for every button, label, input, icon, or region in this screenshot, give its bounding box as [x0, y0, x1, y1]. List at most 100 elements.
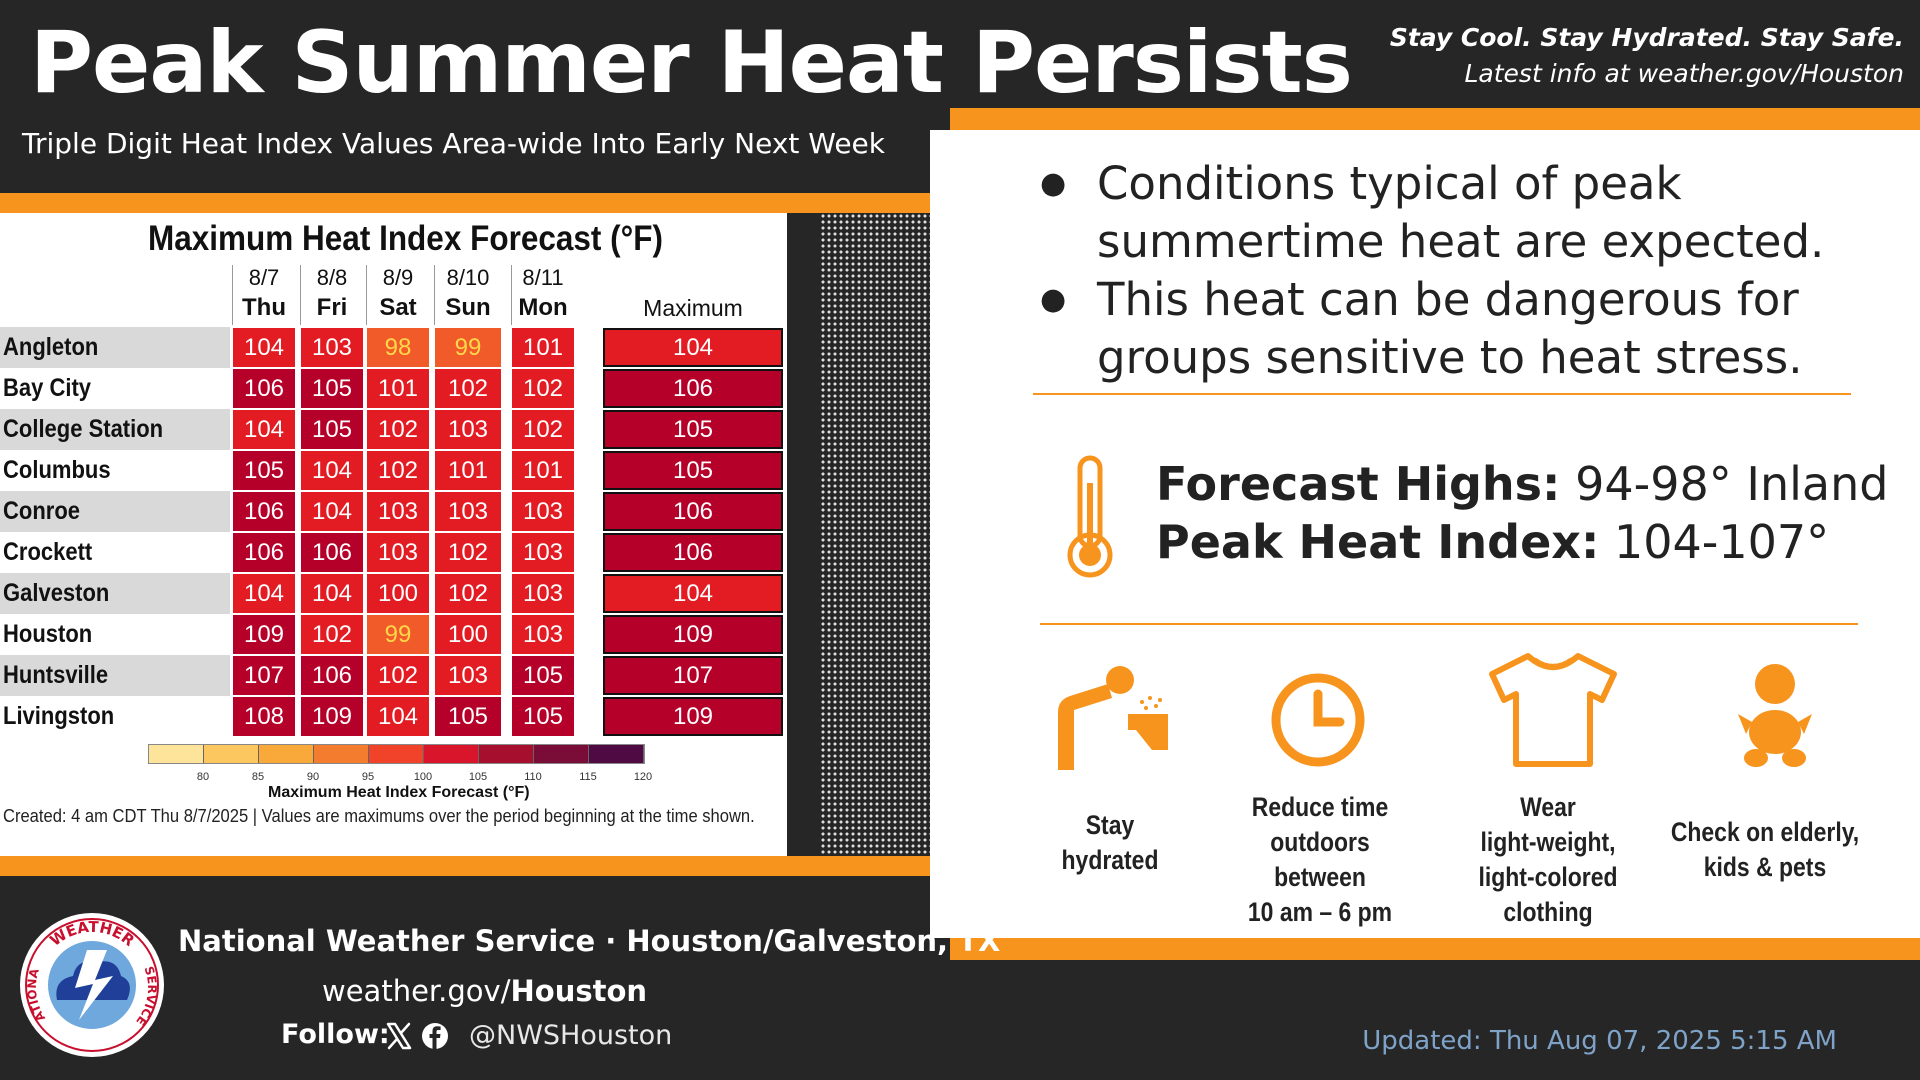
legend-swatch: [314, 745, 369, 763]
org-name: National Weather Service · Houston/Galve…: [178, 924, 1001, 958]
city-label: Galveston: [3, 579, 110, 607]
heat-index-cell: 104: [233, 574, 295, 613]
facebook-icon[interactable]: [421, 1022, 449, 1050]
social-handle[interactable]: @NWSHouston: [469, 1020, 673, 1051]
heat-index-cell: 103: [435, 410, 501, 449]
max-heat-index-cell: 104: [603, 574, 783, 613]
heat-index-cell: 103: [512, 574, 574, 613]
legend-tick: 120: [633, 771, 653, 783]
heat-index-cell: 101: [367, 369, 429, 408]
row-stripe: [0, 327, 230, 368]
heat-index-cell: 102: [367, 410, 429, 449]
heat-index-cell: 105: [512, 697, 574, 736]
heat-index-cell: 102: [301, 615, 363, 654]
heat-index-cell: 105: [301, 410, 363, 449]
heat-index-cell: 105: [512, 656, 574, 695]
legend-swatch: [534, 745, 589, 763]
legend-tick: 105: [468, 771, 488, 783]
orange-stripe: [0, 856, 930, 876]
website-prefix: weather.gov/: [322, 974, 511, 1008]
x-icon[interactable]: [385, 1022, 413, 1050]
heat-index-cell: 103: [512, 492, 574, 531]
city-label: Columbus: [3, 456, 111, 484]
heat-index-cell: 99: [435, 328, 501, 367]
max-heat-index-cell: 107: [603, 656, 783, 695]
city-label: Crockett: [3, 538, 93, 566]
tagline-link[interactable]: Latest info at weather.gov/Houston: [1464, 59, 1904, 88]
heat-index-cell: 106: [233, 492, 295, 531]
column-separator: [434, 265, 435, 325]
column-day: Fri: [316, 294, 348, 321]
heat-index-table: Maximum Heat Index Forecast (°F) Maximum…: [0, 213, 787, 856]
baby-icon: [1738, 664, 1812, 767]
forecast-summary: Forecast Highs: 94-98° Inland Peak Heat …: [1156, 455, 1888, 571]
bullet-item: Conditions typical of peak summertime he…: [1040, 155, 1860, 271]
heat-index-cell: 105: [435, 697, 501, 736]
legend-tick: 110: [524, 771, 542, 783]
column-day: Sun: [445, 294, 491, 321]
heat-index-cell: 106: [301, 656, 363, 695]
tip-line: Reduce time: [1251, 792, 1389, 822]
heat-index-cell: 104: [233, 410, 295, 449]
city-label: Livingston: [3, 702, 115, 730]
heat-index-cell: 98: [367, 328, 429, 367]
column-date: 8/9: [382, 265, 414, 290]
legend-tick: 95: [361, 771, 375, 783]
heat-index-cell: 103: [512, 533, 574, 572]
max-heat-index-cell: 106: [603, 533, 783, 572]
heat-index-value: 104-107°: [1613, 515, 1830, 569]
tip-line: hydrated: [1061, 845, 1159, 875]
heat-index-cell: 104: [301, 451, 363, 490]
heat-index-cell: 107: [233, 656, 295, 695]
legend-color-bar: [148, 744, 645, 764]
column-day: Sat: [379, 294, 417, 321]
max-column-header: Maximum: [643, 295, 743, 321]
heat-index-cell: 100: [367, 574, 429, 613]
heat-index-cell: 104: [301, 492, 363, 531]
page-title: Peak Summer Heat Persists: [30, 13, 1353, 113]
heat-index-cell: 104: [367, 697, 429, 736]
heat-index-cell: 102: [512, 369, 574, 408]
heat-index-cell: 99: [367, 615, 429, 654]
legend-swatch: [149, 745, 204, 763]
legend-swatch: [479, 745, 534, 763]
heat-index-cell: 102: [367, 451, 429, 490]
t-shirt-icon: [1489, 653, 1617, 767]
nws-logo: WEATHER NATIONAL SERVICE: [17, 910, 164, 1057]
column-header: 8/10 Sun: [435, 263, 501, 323]
row-stripe: [0, 655, 230, 696]
heat-index-cell: 103: [512, 615, 574, 654]
heat-index-cell: 109: [233, 615, 295, 654]
bullet-item: This heat can be dangerous for groups se…: [1040, 271, 1860, 387]
city-label: Bay City: [3, 374, 92, 402]
website-office: Houston: [510, 974, 648, 1008]
column-header: 8/7 Thu: [233, 263, 295, 323]
legend-tick: 115: [579, 771, 597, 783]
chart-title: Maximum Heat Index Forecast (°F): [148, 219, 663, 258]
city-label: Huntsville: [3, 661, 109, 689]
tip-check-on-others: Check on elderly, kids & pets: [1667, 815, 1863, 885]
thermometer-icon: [1067, 455, 1113, 578]
legend-tick: 85: [251, 771, 265, 783]
heat-index-cell: 104: [233, 328, 295, 367]
city-label: Angleton: [3, 333, 99, 361]
heat-index-cell: 102: [512, 410, 574, 449]
max-heat-index-cell: 104: [603, 328, 783, 367]
highs-value: 94-98° Inland: [1575, 457, 1889, 511]
heat-index-cell: 103: [367, 533, 429, 572]
website-link[interactable]: weather.gov/Houston: [322, 974, 647, 1008]
column-separator: [232, 265, 233, 325]
tip-line: Wear: [1520, 792, 1576, 822]
tip-stay-hydrated: Stay hydrated: [1025, 808, 1195, 878]
row-stripe: [0, 409, 230, 450]
max-heat-index-cell: 106: [603, 369, 783, 408]
heat-index-cell: 108: [233, 697, 295, 736]
heat-index-cell: 101: [435, 451, 501, 490]
heat-index-cell: 106: [233, 369, 295, 408]
column-date: 8/11: [522, 265, 564, 290]
column-header: 8/8 Fri: [301, 263, 363, 323]
legend-tick: 90: [306, 771, 320, 783]
tip-line: Check on elderly,: [1670, 817, 1860, 847]
heat-index-cell: 102: [435, 533, 501, 572]
page-subtitle: Triple Digit Heat Index Values Area-wide…: [22, 127, 885, 160]
